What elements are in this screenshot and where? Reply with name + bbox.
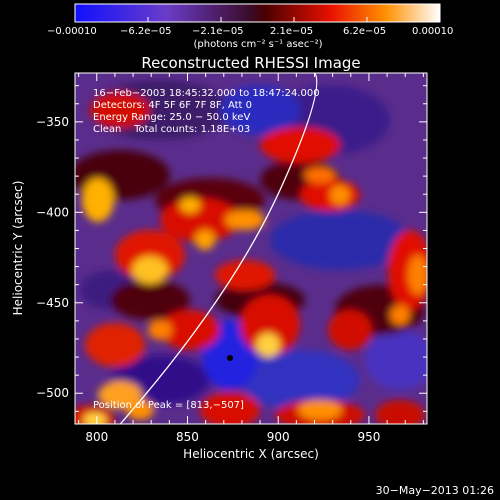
minimum-marker [227,355,233,361]
y-tick-label: −450 [36,296,69,310]
image-title: Reconstructed RHESSI Image [141,54,360,72]
colorbar-tick-label: 2.1e−05 [270,26,313,37]
x-tick-label: 850 [176,430,199,444]
colorbar-ticks [147,17,368,22]
x-tick-labels: 800 850 900 950 [85,430,380,444]
info-energy-range: Energy Range: 25.0 − 50.0 keV [93,112,250,123]
y-tick-labels: −350 −400 −450 −500 [36,115,69,400]
axis-ticks [75,73,427,424]
y-tick-label: −350 [36,115,69,129]
colorbar-tick-label: −2.1e−05 [192,26,244,37]
x-tick-label: 950 [357,430,380,444]
colorbar-gradient [74,3,441,23]
info-detectors: Detectors: 4F 5F 6F 7F 8F, Att 0 [93,100,252,111]
peak-position-label: Position of Peak = [813,−507] [93,400,244,411]
x-tick-label: 800 [85,430,108,444]
footer-timestamp: 30−May−2013 01:26 [376,484,494,497]
colorbar-units-label: (photons cm⁻² s⁻¹ asec⁻²) [193,39,322,50]
colorbar-tick-label: 6.2e−05 [343,26,386,37]
solar-limb-line [119,73,318,424]
colorbar: −0.00010 −6.2e−05 −2.1e−05 2.1e−05 6.2e−… [47,3,453,50]
intensity-map [75,73,427,424]
y-axis-label: Heliocentric Y (arcsec) [11,181,25,316]
colorbar-tick-label: −6.2e−05 [120,26,172,37]
info-clean-counts: Clean Total counts: 1.18E+03 [93,124,250,135]
x-tick-label: 900 [267,430,290,444]
colorbar-tick-label: −0.00010 [47,26,97,37]
colorbar-tick-label: 0.00010 [412,26,453,37]
y-tick-label: −400 [36,205,69,219]
image-plot: 16−Feb−2003 18:45:32.000 to 18:47:24.000… [74,72,428,425]
info-time-range: 16−Feb−2003 18:45:32.000 to 18:47:24.000 [93,88,320,99]
x-axis-label: Heliocentric X (arcsec) [183,447,319,461]
y-tick-label: −500 [36,386,69,400]
